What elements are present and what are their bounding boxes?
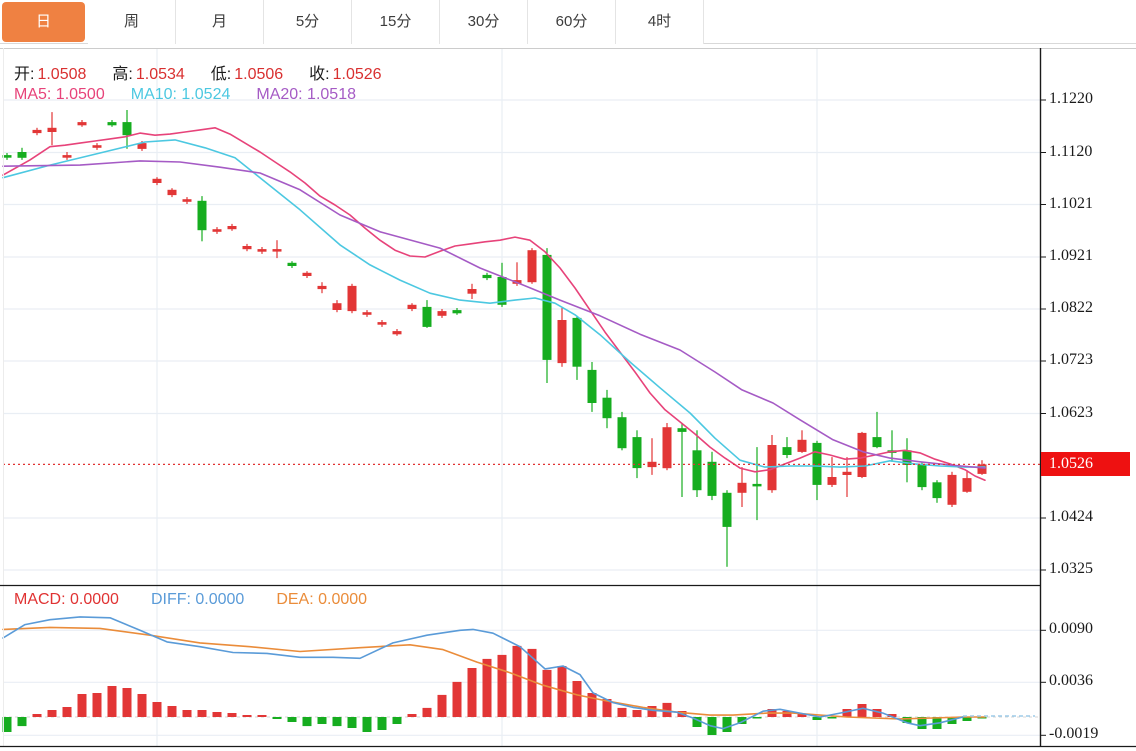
ma-item: MA20: 1.0518 xyxy=(256,86,356,103)
tab-timeframe-8[interactable]: 4时 xyxy=(616,0,704,44)
ohlc-value: 1.0508 xyxy=(37,66,87,83)
timeframe-tabbar: 日周月 5分 15分 30分 60分 4时 xyxy=(0,0,1136,44)
current-price-badge: 1.0526 xyxy=(1041,452,1130,477)
macd-tick-label: -0.0019 xyxy=(1049,725,1099,743)
macd-tick-label: 0.0036 xyxy=(1049,672,1093,690)
ohlc-value: 1.0534 xyxy=(135,66,185,83)
tab-timeframe-2[interactable]: 周 xyxy=(88,0,176,44)
ohlc-item: 开: 1.0508 xyxy=(14,60,86,84)
ma-legend: MA5: 1.0500 MA10: 1.0524 MA20: 1.0518 xyxy=(14,86,356,104)
ohlc-label: 高: xyxy=(112,66,133,83)
price-tick-label: 1.1120 xyxy=(1049,142,1093,160)
tab-timeframe-3[interactable]: 月 xyxy=(176,0,264,44)
tab-timeframe-7[interactable]: 60分 xyxy=(528,0,616,44)
ma-item: MA5: 1.0500 xyxy=(14,86,105,103)
ma-item: MA10: 1.0524 xyxy=(130,86,231,103)
ohlc-item: 低: 1.0506 xyxy=(211,60,283,84)
ohlc-legend: 开: 1.0508 高: 1.0534 低: 1.0506 收: 1.0526 xyxy=(14,60,382,84)
price-tick-label: 1.0921 xyxy=(1049,247,1093,264)
macd-item: DIFF: 0.0000 xyxy=(150,591,245,608)
price-tick-label: 1.0723 xyxy=(1049,350,1093,368)
tab-timeframe-6[interactable]: 30分 xyxy=(440,0,528,44)
ohlc-item: 高: 1.0534 xyxy=(112,60,184,84)
price-tick-label: 1.0424 xyxy=(1049,508,1093,525)
tab-timeframe-5[interactable]: 15分 xyxy=(352,0,440,44)
price-tick-label: 1.0822 xyxy=(1049,299,1093,316)
ohlc-label: 收: xyxy=(309,66,330,83)
macd-legend: MACD: 0.0000 DIFF: 0.0000 DEA: 0.0000 xyxy=(14,591,367,609)
tab-timeframe-4[interactable]: 5分 xyxy=(264,0,352,44)
ohlc-label: 开: xyxy=(14,66,35,83)
price-tick-label: 1.0623 xyxy=(1049,403,1093,421)
macd-tick-label: 0.0090 xyxy=(1049,620,1093,638)
price-tick-label: 1.0325 xyxy=(1049,559,1093,577)
ohlc-label: 低: xyxy=(210,66,232,83)
macd-item: MACD: 0.0000 xyxy=(14,591,119,608)
macd-item: DEA: 0.0000 xyxy=(276,591,368,608)
tab-timeframe-1[interactable]: 日 xyxy=(2,2,85,42)
ohlc-value: 1.0506 xyxy=(234,66,284,83)
price-tick-label: 1.1220 xyxy=(1049,90,1093,107)
price-tick-label: 1.1021 xyxy=(1049,194,1093,212)
ohlc-item: 收: 1.0526 xyxy=(309,60,381,84)
ohlc-value: 1.0526 xyxy=(332,66,382,83)
